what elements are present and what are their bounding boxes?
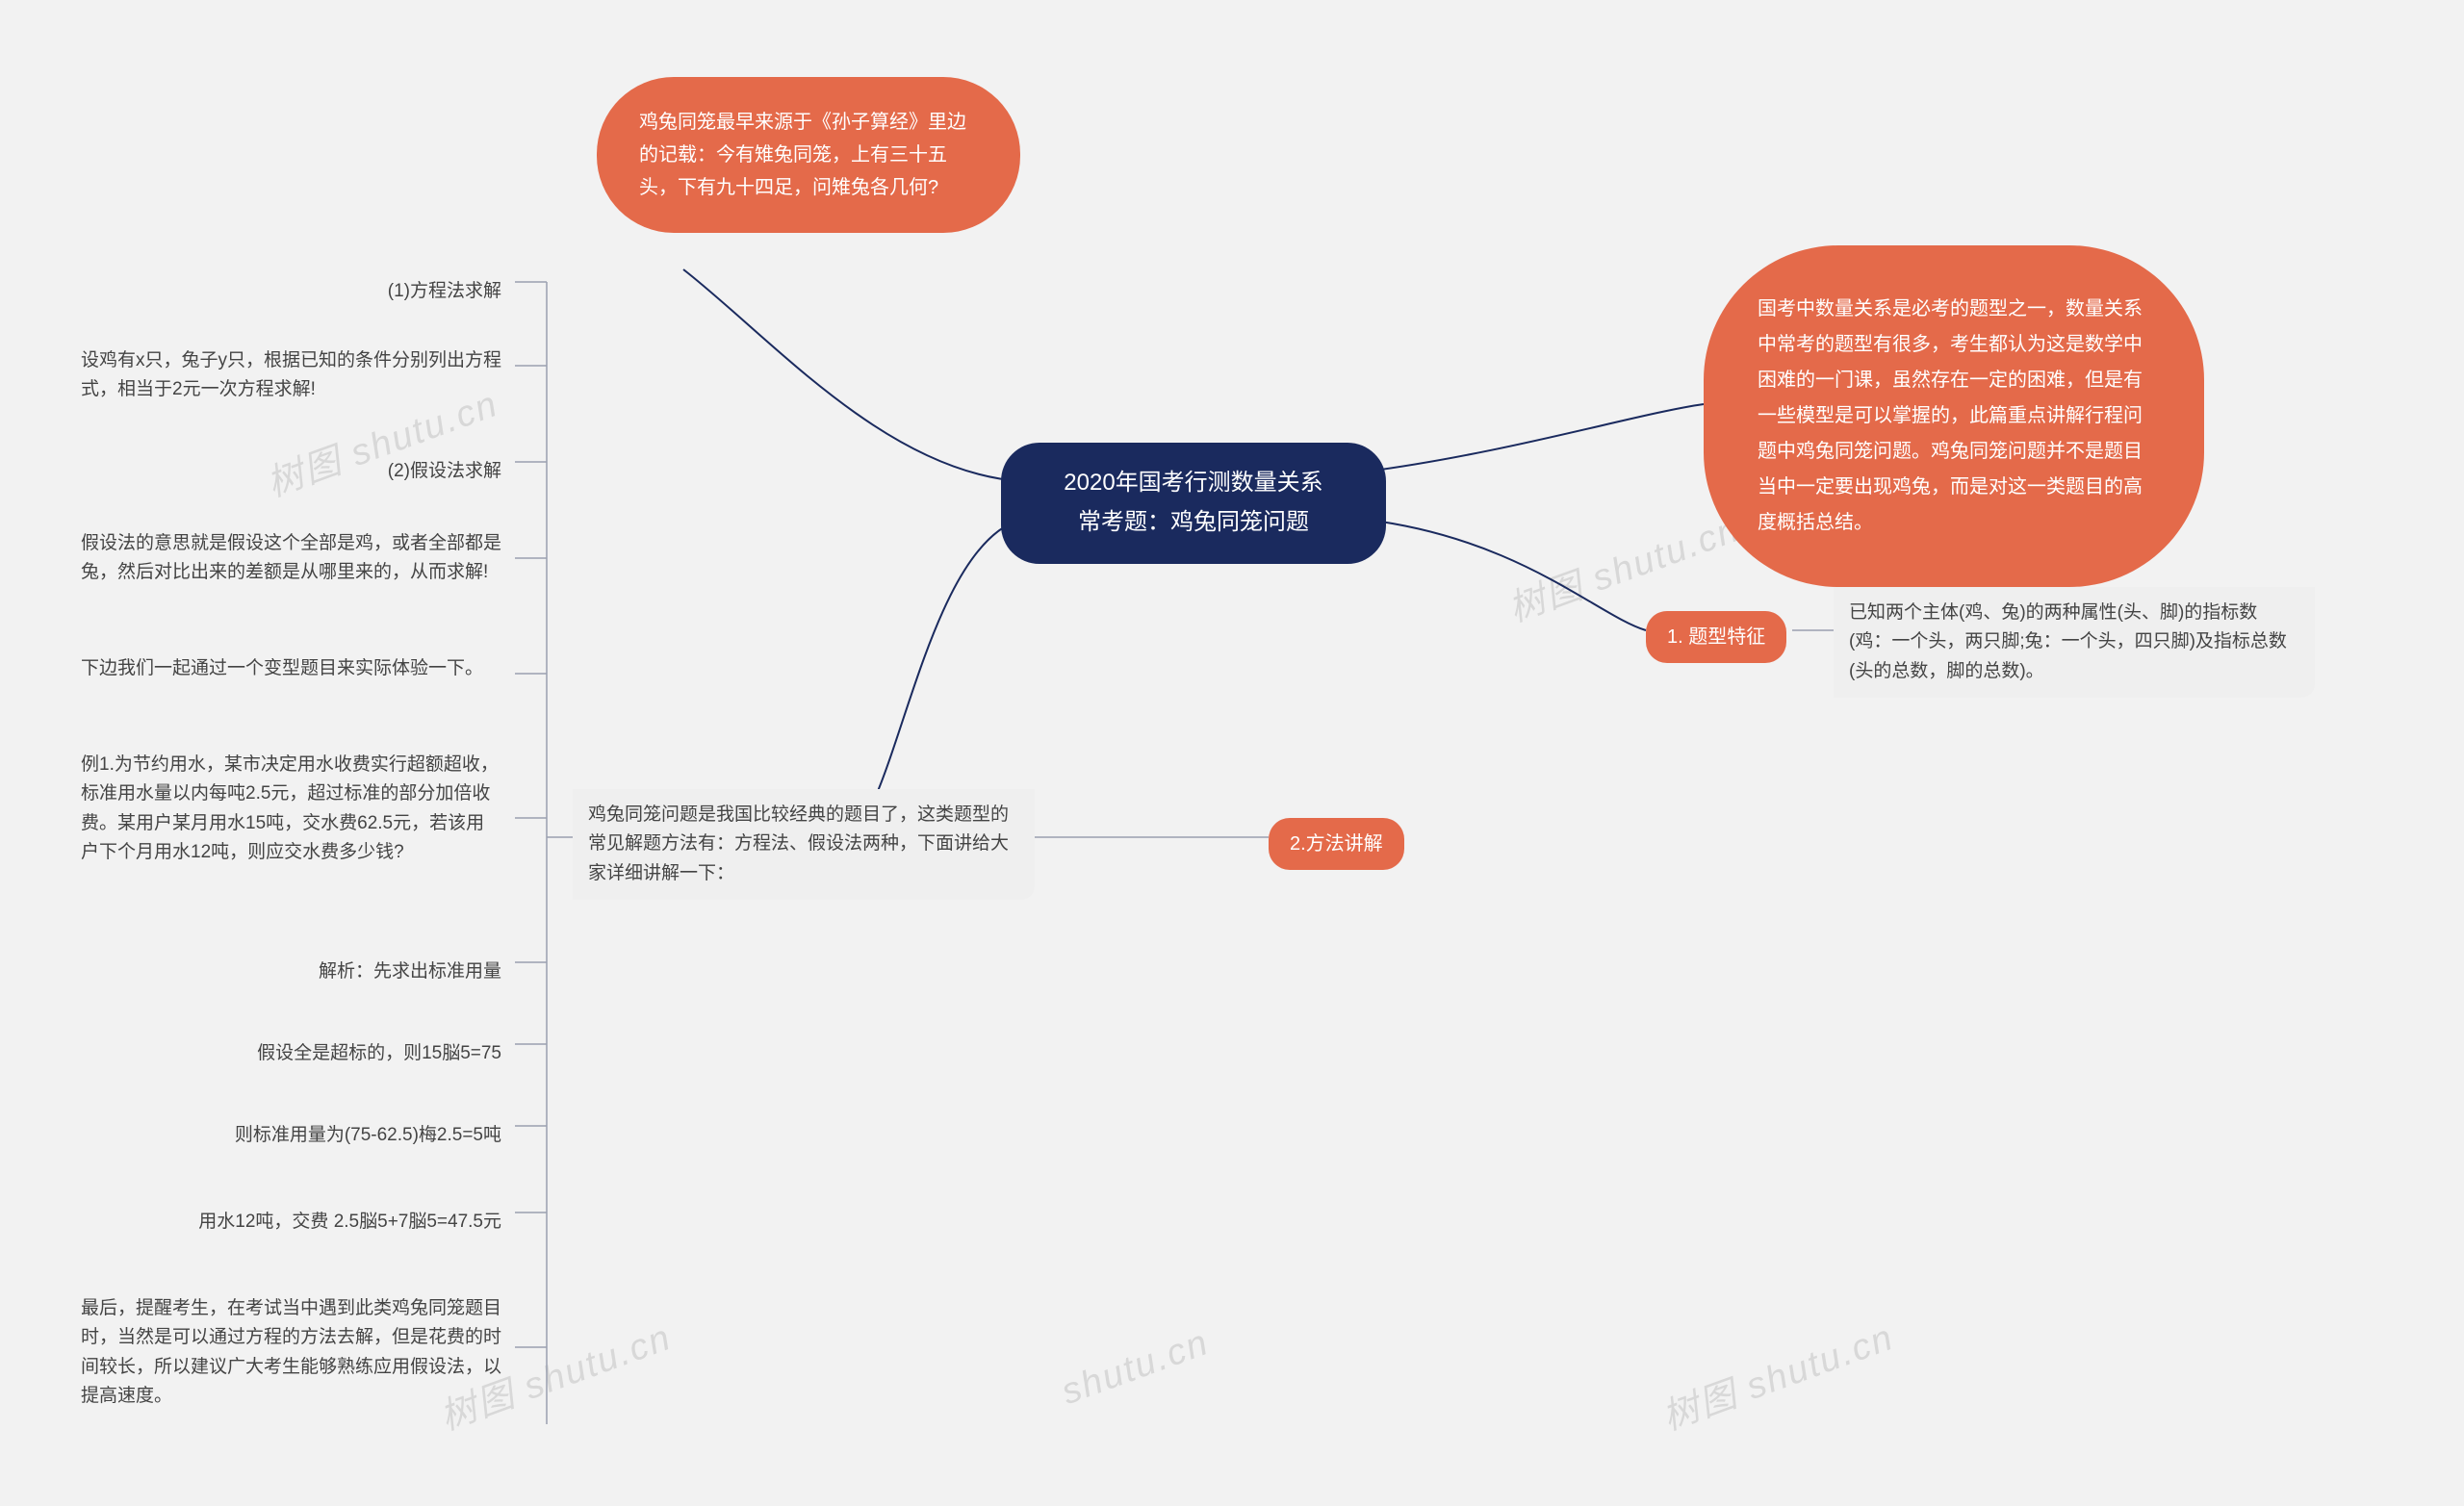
leaf-7: 解析：先求出标准用量 [67,948,515,996]
leaf-4: 假设法的意思就是假设这个全部是鸡，或者全部都是兔，然后对比出来的差额是从哪里来的… [67,520,515,598]
branch-2-label: 2.方法讲解 [1269,818,1404,870]
leaf-6: 例1.为节约用水，某市决定用水收费实行超额超收，标准用水量以内每吨2.5元，超过… [67,741,515,878]
leaf-2: 设鸡有x只，兔子y只，根据已知的条件分别列出方程式，相当于2元一次方程求解! [67,337,515,415]
watermark: 树图 shutu.cn [1654,1308,1900,1441]
center-line1: 2020年国考行测数量关系 [1032,464,1355,503]
intro-node: 国考中数量关系是必考的题型之一，数量关系中常考的题型有很多，考生都认为这是数学中… [1704,245,2204,587]
leaf-9: 则标准用量为(75-62.5)梅2.5=5吨 [67,1111,515,1160]
center-line2: 常考题：鸡兔同笼问题 [1032,503,1355,543]
branch-1-label: 1. 题型特征 [1646,611,1786,663]
watermark: shutu.cn [1056,1322,1215,1414]
origin-node: 鸡兔同笼最早来源于《孙子算经》里边的记载：今有雉兔同笼，上有三十五头，下有九十四… [597,77,1020,233]
leaf-10: 用水12吨，交费 2.5脳5+7脳5=47.5元 [67,1198,515,1246]
leaf-1: (1)方程法求解 [67,268,515,316]
branch-1-desc: 已知两个主体(鸡、兔)的两种属性(头、脚)的指标数(鸡：一个头，两只脚;兔：一个… [1834,587,2315,698]
leaf-8: 假设全是超标的，则15脳5=75 [67,1030,515,1078]
leaf-5: 下边我们一起通过一个变型题目来实际体验一下。 [67,645,515,693]
leaf-11: 最后，提醒考生，在考试当中遇到此类鸡兔同笼题目时，当然是可以通过方程的方法去解，… [67,1285,515,1421]
center-topic: 2020年国考行测数量关系 常考题：鸡兔同笼问题 [1001,443,1386,564]
branch-2-desc: 鸡兔同笼问题是我国比较经典的题目了，这类题型的常见解题方法有：方程法、假设法两种… [573,789,1035,900]
leaf-3: (2)假设法求解 [67,447,515,496]
